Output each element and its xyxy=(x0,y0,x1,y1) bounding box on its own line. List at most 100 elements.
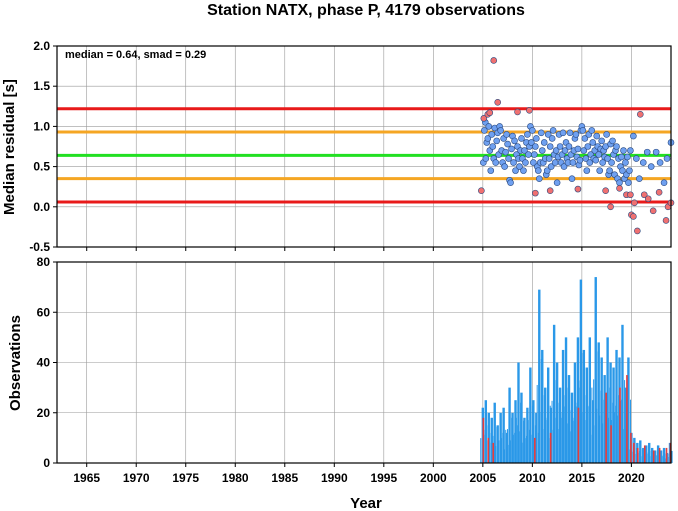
observation-bars xyxy=(480,277,673,463)
observation-bar xyxy=(570,392,574,463)
data-point xyxy=(616,179,623,186)
y-tick-label: 0 xyxy=(43,456,50,470)
chart-title: Station NATX, phase P, 4179 observations xyxy=(207,2,525,19)
observation-bar xyxy=(521,442,523,463)
data-point xyxy=(548,135,556,142)
observation-bar xyxy=(504,449,506,463)
data-point xyxy=(486,109,494,117)
observation-bar xyxy=(615,349,618,463)
data-point xyxy=(636,175,643,182)
data-point xyxy=(510,159,517,166)
observation-bar xyxy=(549,432,552,463)
x-tick-label: 1995 xyxy=(370,471,397,485)
data-point xyxy=(537,129,545,137)
data-point xyxy=(647,163,655,170)
data-point xyxy=(561,147,569,154)
data-point xyxy=(656,159,664,166)
observation-bar xyxy=(518,431,520,463)
data-point xyxy=(644,195,652,203)
observation-bar xyxy=(501,438,503,463)
observation-bar xyxy=(659,450,663,463)
observation-bar xyxy=(627,357,630,463)
observation-bar xyxy=(640,456,642,463)
observation-bar xyxy=(545,420,547,463)
observation-bar xyxy=(581,412,583,463)
observation-bar xyxy=(605,392,607,463)
observation-bar xyxy=(612,367,615,463)
data-point xyxy=(613,143,620,150)
data-point xyxy=(524,131,531,138)
observation-bar xyxy=(596,408,598,463)
data-point xyxy=(622,159,629,166)
data-point xyxy=(484,135,492,142)
data-point xyxy=(588,127,596,134)
observation-bar xyxy=(548,438,550,463)
data-point xyxy=(516,163,523,170)
x-tick-label: 1965 xyxy=(73,471,100,485)
observation-bar xyxy=(567,375,571,463)
observation-bar xyxy=(588,337,591,463)
x-tick-label: 1980 xyxy=(222,471,249,485)
observation-bar xyxy=(576,337,580,463)
data-point xyxy=(602,187,609,195)
data-point xyxy=(494,98,501,106)
data-point xyxy=(607,203,614,211)
data-point xyxy=(512,167,519,174)
y-tick-label: 1.0 xyxy=(33,119,50,133)
observation-bar xyxy=(619,387,621,463)
observation-bar xyxy=(655,455,657,463)
data-point xyxy=(574,185,582,193)
data-point xyxy=(481,127,488,134)
observation-bar xyxy=(505,432,508,463)
observation-bar xyxy=(558,387,562,463)
data-point xyxy=(624,153,631,161)
data-point xyxy=(636,111,644,118)
x-tick-label: 1970 xyxy=(123,471,150,485)
y-tick-label: 1.5 xyxy=(33,79,50,93)
observation-bar xyxy=(650,447,654,463)
observation-bar xyxy=(566,423,568,463)
observation-bar xyxy=(662,447,666,463)
data-point xyxy=(640,191,648,199)
data-point xyxy=(492,159,500,166)
data-point xyxy=(583,167,591,174)
observation-bar xyxy=(480,438,482,463)
data-point xyxy=(576,156,584,164)
data-point xyxy=(482,155,490,162)
observation-bar xyxy=(557,429,559,463)
observation-bar xyxy=(534,437,536,463)
data-point xyxy=(574,145,582,153)
observation-bar xyxy=(526,407,529,463)
data-point xyxy=(586,159,594,166)
data-point xyxy=(603,131,610,138)
data-point xyxy=(526,107,533,114)
observation-bar xyxy=(541,349,544,463)
observation-bar xyxy=(652,450,655,463)
observations-y-label: Observations xyxy=(7,315,24,411)
data-point xyxy=(584,143,592,150)
observation-bar xyxy=(564,337,568,463)
observation-bar xyxy=(593,379,595,463)
observation-bar xyxy=(649,456,651,463)
data-point xyxy=(543,167,551,174)
x-tick-label: 2010 xyxy=(519,471,546,485)
data-point xyxy=(533,135,540,142)
observation-bar xyxy=(490,417,493,463)
data-point xyxy=(592,156,600,164)
data-point xyxy=(505,155,512,162)
data-point xyxy=(547,163,555,170)
observation-bar xyxy=(569,431,571,463)
observation-bar xyxy=(643,445,646,463)
observation-bar xyxy=(602,423,604,463)
residual-points xyxy=(478,57,675,235)
observation-bar xyxy=(520,392,523,463)
data-point xyxy=(643,148,651,156)
data-point xyxy=(522,159,529,166)
observations-y-ticks: 0 20 40 60 80 xyxy=(37,255,57,470)
data-point xyxy=(619,167,626,174)
data-point xyxy=(608,159,615,166)
observation-bar xyxy=(544,387,547,463)
observation-bar xyxy=(630,432,632,463)
observation-bar xyxy=(661,456,663,463)
observation-bar xyxy=(506,429,508,463)
